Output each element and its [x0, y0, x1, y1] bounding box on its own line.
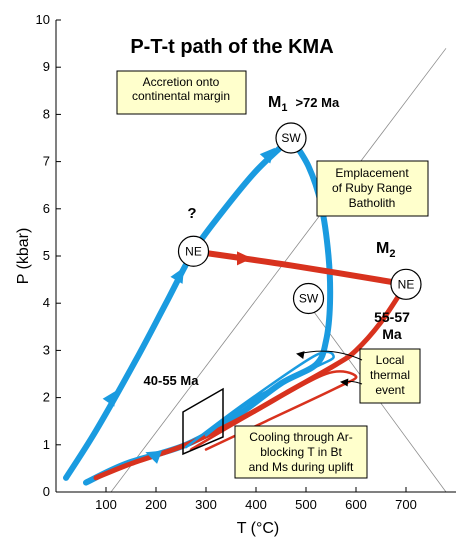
station-label: NE	[398, 277, 415, 291]
red-path	[189, 370, 358, 451]
annotation-text: thermal	[370, 368, 410, 382]
direction-arrow	[102, 390, 117, 407]
event-label: M2	[376, 240, 395, 260]
y-tick-label: 7	[43, 154, 50, 169]
annotation-text: Batholith	[349, 196, 396, 210]
y-tick-label: 4	[43, 295, 50, 310]
y-tick-label: 1	[43, 437, 50, 452]
annotation-text: and Ms during uplift	[249, 460, 354, 474]
annotation-text: Accretion onto	[143, 75, 220, 89]
event-label: M1 >72 Ma	[268, 94, 340, 114]
direction-arrow	[237, 251, 252, 266]
y-axis-label: P (kbar)	[15, 228, 32, 285]
annotation-text: Emplacement	[335, 166, 409, 180]
annotation-box	[116, 70, 247, 115]
cooling-window	[182, 387, 224, 456]
station-label: NE	[185, 244, 202, 258]
station-marker	[177, 235, 210, 267]
annotation-text: blocking T in Bt	[260, 445, 342, 459]
annotation-box	[359, 348, 421, 404]
x-tick-label: 500	[295, 497, 317, 512]
blue-path	[184, 350, 335, 449]
annotation-text: Local	[376, 353, 405, 367]
annotation-text: of Ruby Range	[332, 181, 412, 195]
red-path	[93, 281, 409, 481]
axes: 0 1 2 3 4 5 6 7 8 9 10 100 200 300 400 500 600 700	[36, 12, 456, 512]
chart-title: P-T-t path of the KMA	[130, 36, 333, 58]
reaction-line	[110, 48, 447, 492]
annotation-box	[234, 425, 368, 479]
annotation-text: 40-55 Ma	[144, 373, 200, 388]
station-marker	[275, 122, 307, 154]
direction-arrow	[145, 450, 162, 464]
x-tick-label: 600	[345, 497, 367, 512]
annotation-text: Ma	[382, 326, 402, 342]
y-tick-label: 6	[43, 201, 50, 216]
y-tick-label: 0	[43, 484, 50, 499]
station-marker	[390, 268, 422, 300]
annotation-text: event	[375, 383, 405, 397]
y-tick-label: 2	[43, 390, 50, 405]
y-tick-label: 9	[43, 59, 50, 74]
direction-arrow	[170, 267, 184, 284]
annotation-box	[316, 160, 429, 217]
x-tick-label: 100	[95, 497, 117, 512]
annotation-text: 55-57	[374, 309, 410, 325]
station-marker	[292, 282, 325, 315]
y-tick-label: 10	[36, 12, 50, 27]
station-label: SW	[299, 291, 319, 305]
y-tick-label: 8	[43, 106, 50, 121]
direction-arrow	[259, 147, 276, 164]
reaction-lines	[110, 48, 447, 492]
y-tick-label: 3	[43, 342, 50, 357]
leader-arrow	[296, 351, 305, 359]
annotation-text: ?	[187, 205, 196, 222]
station-label: SW	[281, 131, 301, 145]
x-tick-label: 300	[195, 497, 217, 512]
x-tick-label: 400	[245, 497, 267, 512]
annotation-text: Cooling through Ar-	[249, 430, 352, 444]
x-tick-label: 700	[395, 497, 417, 512]
annotation-text: continental margin	[132, 89, 230, 103]
stations: SW NE SW NE	[177, 122, 422, 315]
x-axis-label: T (°C)	[237, 520, 280, 537]
leader-arrow	[340, 378, 349, 387]
x-tick-label: 200	[145, 497, 167, 512]
y-tick-label: 5	[43, 248, 50, 263]
red-path	[190, 248, 409, 288]
blue-path	[63, 135, 294, 481]
